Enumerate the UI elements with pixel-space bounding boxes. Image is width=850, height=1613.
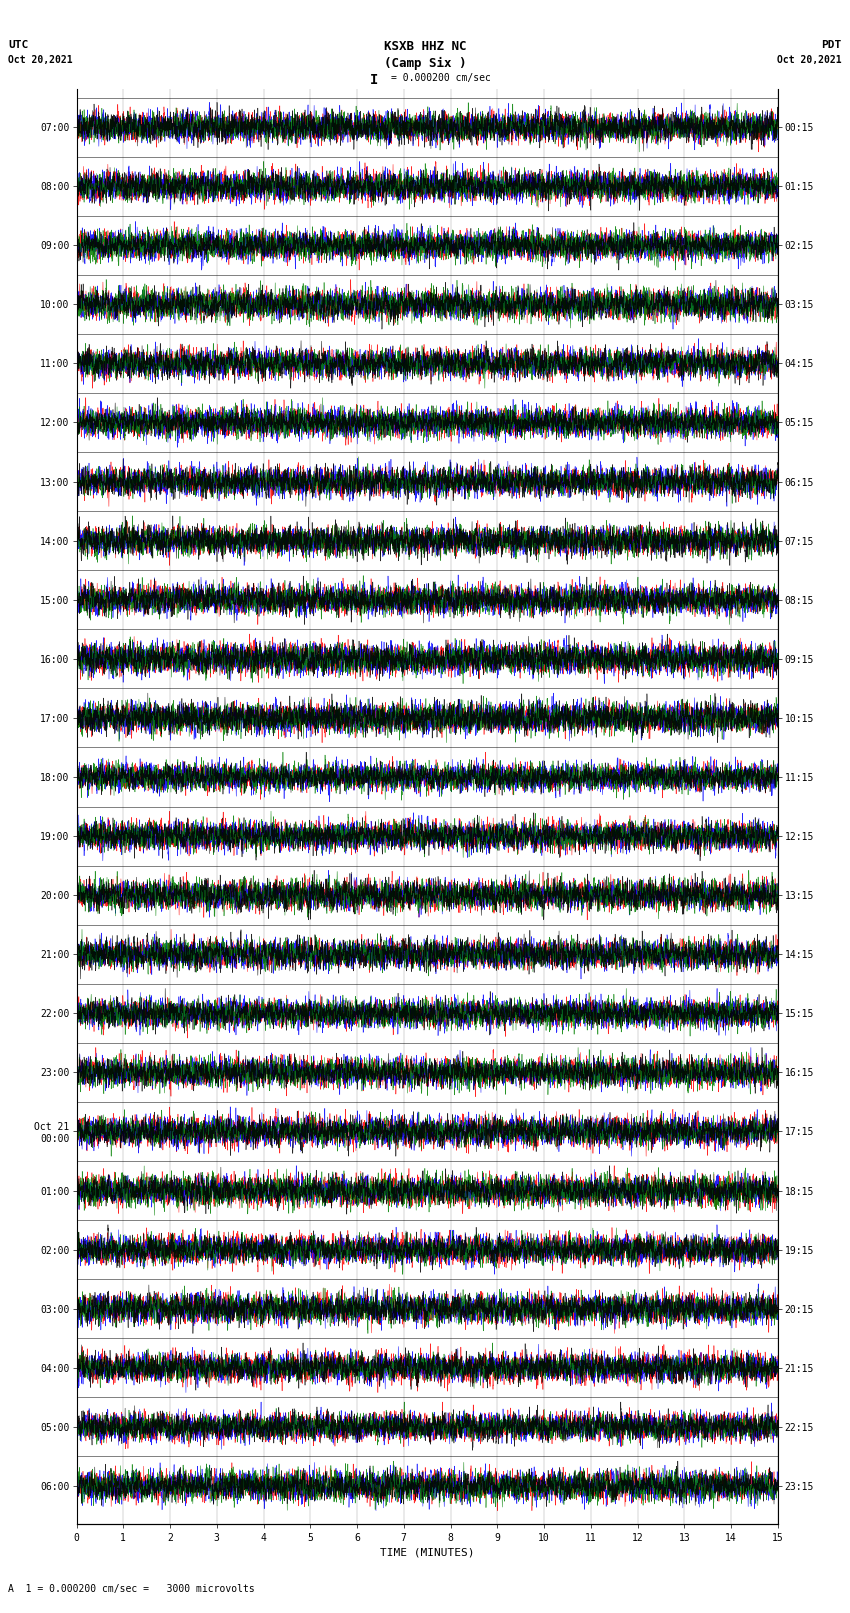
Text: A  1 = 0.000200 cm/sec =   3000 microvolts: A 1 = 0.000200 cm/sec = 3000 microvolts bbox=[8, 1584, 255, 1594]
Text: UTC: UTC bbox=[8, 40, 29, 50]
Text: = 0.000200 cm/sec: = 0.000200 cm/sec bbox=[391, 73, 490, 82]
Text: Oct 20,2021: Oct 20,2021 bbox=[8, 55, 73, 65]
X-axis label: TIME (MINUTES): TIME (MINUTES) bbox=[380, 1547, 474, 1558]
Text: I: I bbox=[370, 73, 378, 87]
Text: KSXB HHZ NC: KSXB HHZ NC bbox=[383, 40, 467, 53]
Text: PDT: PDT bbox=[821, 40, 842, 50]
Text: Oct 20,2021: Oct 20,2021 bbox=[777, 55, 842, 65]
Text: (Camp Six ): (Camp Six ) bbox=[383, 56, 467, 69]
